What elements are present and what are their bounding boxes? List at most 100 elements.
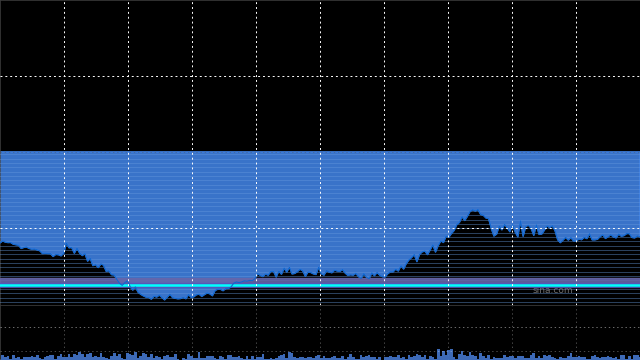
Bar (89, 353, 92, 360)
Bar (25, 357, 28, 360)
Bar (514, 358, 516, 360)
Bar (52, 355, 54, 360)
Bar (38, 358, 41, 360)
Bar (527, 357, 530, 360)
Bar (15, 358, 17, 360)
Bar (609, 357, 612, 360)
Bar (344, 359, 346, 360)
Bar (591, 356, 593, 360)
Bar (392, 357, 394, 360)
Bar (575, 357, 577, 360)
Bar (458, 354, 461, 360)
Bar (355, 359, 357, 360)
Bar (559, 357, 562, 360)
Bar (368, 355, 371, 360)
Bar (442, 351, 445, 360)
Bar (283, 354, 285, 360)
Bar (10, 359, 12, 360)
Bar (630, 359, 634, 360)
Bar (246, 356, 248, 360)
Bar (243, 359, 246, 360)
Bar (415, 354, 419, 360)
Bar (92, 357, 94, 360)
Bar (397, 355, 399, 360)
Bar (495, 358, 498, 360)
Bar (378, 357, 381, 360)
Bar (115, 356, 118, 360)
Bar (426, 359, 429, 360)
Bar (437, 349, 440, 360)
Bar (445, 355, 447, 360)
Bar (538, 356, 540, 360)
Bar (540, 357, 543, 360)
Bar (551, 357, 554, 360)
Bar (31, 356, 33, 360)
Bar (535, 358, 538, 360)
Bar (278, 356, 280, 360)
Bar (73, 354, 76, 360)
Bar (588, 359, 591, 360)
Bar (362, 357, 365, 360)
Bar (251, 356, 253, 360)
Bar (341, 356, 344, 360)
Bar (623, 355, 625, 360)
Bar (296, 358, 299, 360)
Bar (309, 357, 312, 360)
Bar (54, 359, 57, 360)
Bar (548, 355, 551, 360)
Bar (166, 355, 168, 360)
Bar (124, 359, 126, 360)
Bar (70, 357, 73, 360)
Bar (248, 359, 251, 360)
Bar (280, 355, 283, 360)
Bar (325, 358, 328, 360)
Bar (399, 359, 403, 360)
Bar (522, 356, 525, 360)
Bar (121, 358, 124, 360)
Bar (299, 357, 301, 360)
Bar (408, 355, 410, 360)
Bar (628, 356, 630, 360)
Bar (447, 350, 450, 360)
Bar (365, 356, 368, 360)
Bar (0, 359, 1, 360)
Bar (275, 358, 278, 360)
Bar (142, 352, 145, 360)
Bar (352, 357, 355, 360)
Bar (203, 358, 206, 360)
Bar (376, 359, 378, 360)
Bar (227, 355, 230, 360)
Bar (44, 357, 47, 360)
Bar (41, 359, 44, 360)
Bar (86, 354, 89, 360)
Bar (384, 357, 387, 360)
Bar (604, 357, 607, 360)
Bar (474, 356, 477, 360)
Bar (554, 358, 556, 360)
Bar (636, 355, 639, 360)
Bar (312, 358, 315, 360)
Bar (562, 358, 564, 360)
Bar (84, 357, 86, 360)
Bar (285, 358, 288, 360)
Bar (586, 359, 588, 360)
Bar (140, 356, 142, 360)
Bar (269, 358, 272, 360)
Bar (81, 354, 84, 360)
Bar (100, 353, 102, 360)
Bar (145, 354, 147, 360)
Bar (556, 359, 559, 360)
Bar (593, 355, 596, 360)
Bar (516, 356, 519, 360)
Bar (360, 355, 362, 360)
Bar (440, 356, 442, 360)
Bar (602, 357, 604, 360)
Bar (450, 349, 452, 360)
Bar (129, 354, 131, 360)
Bar (472, 355, 474, 360)
Bar (468, 352, 472, 360)
Bar (214, 359, 216, 360)
Bar (580, 357, 583, 360)
Bar (256, 357, 259, 360)
Bar (413, 356, 415, 360)
